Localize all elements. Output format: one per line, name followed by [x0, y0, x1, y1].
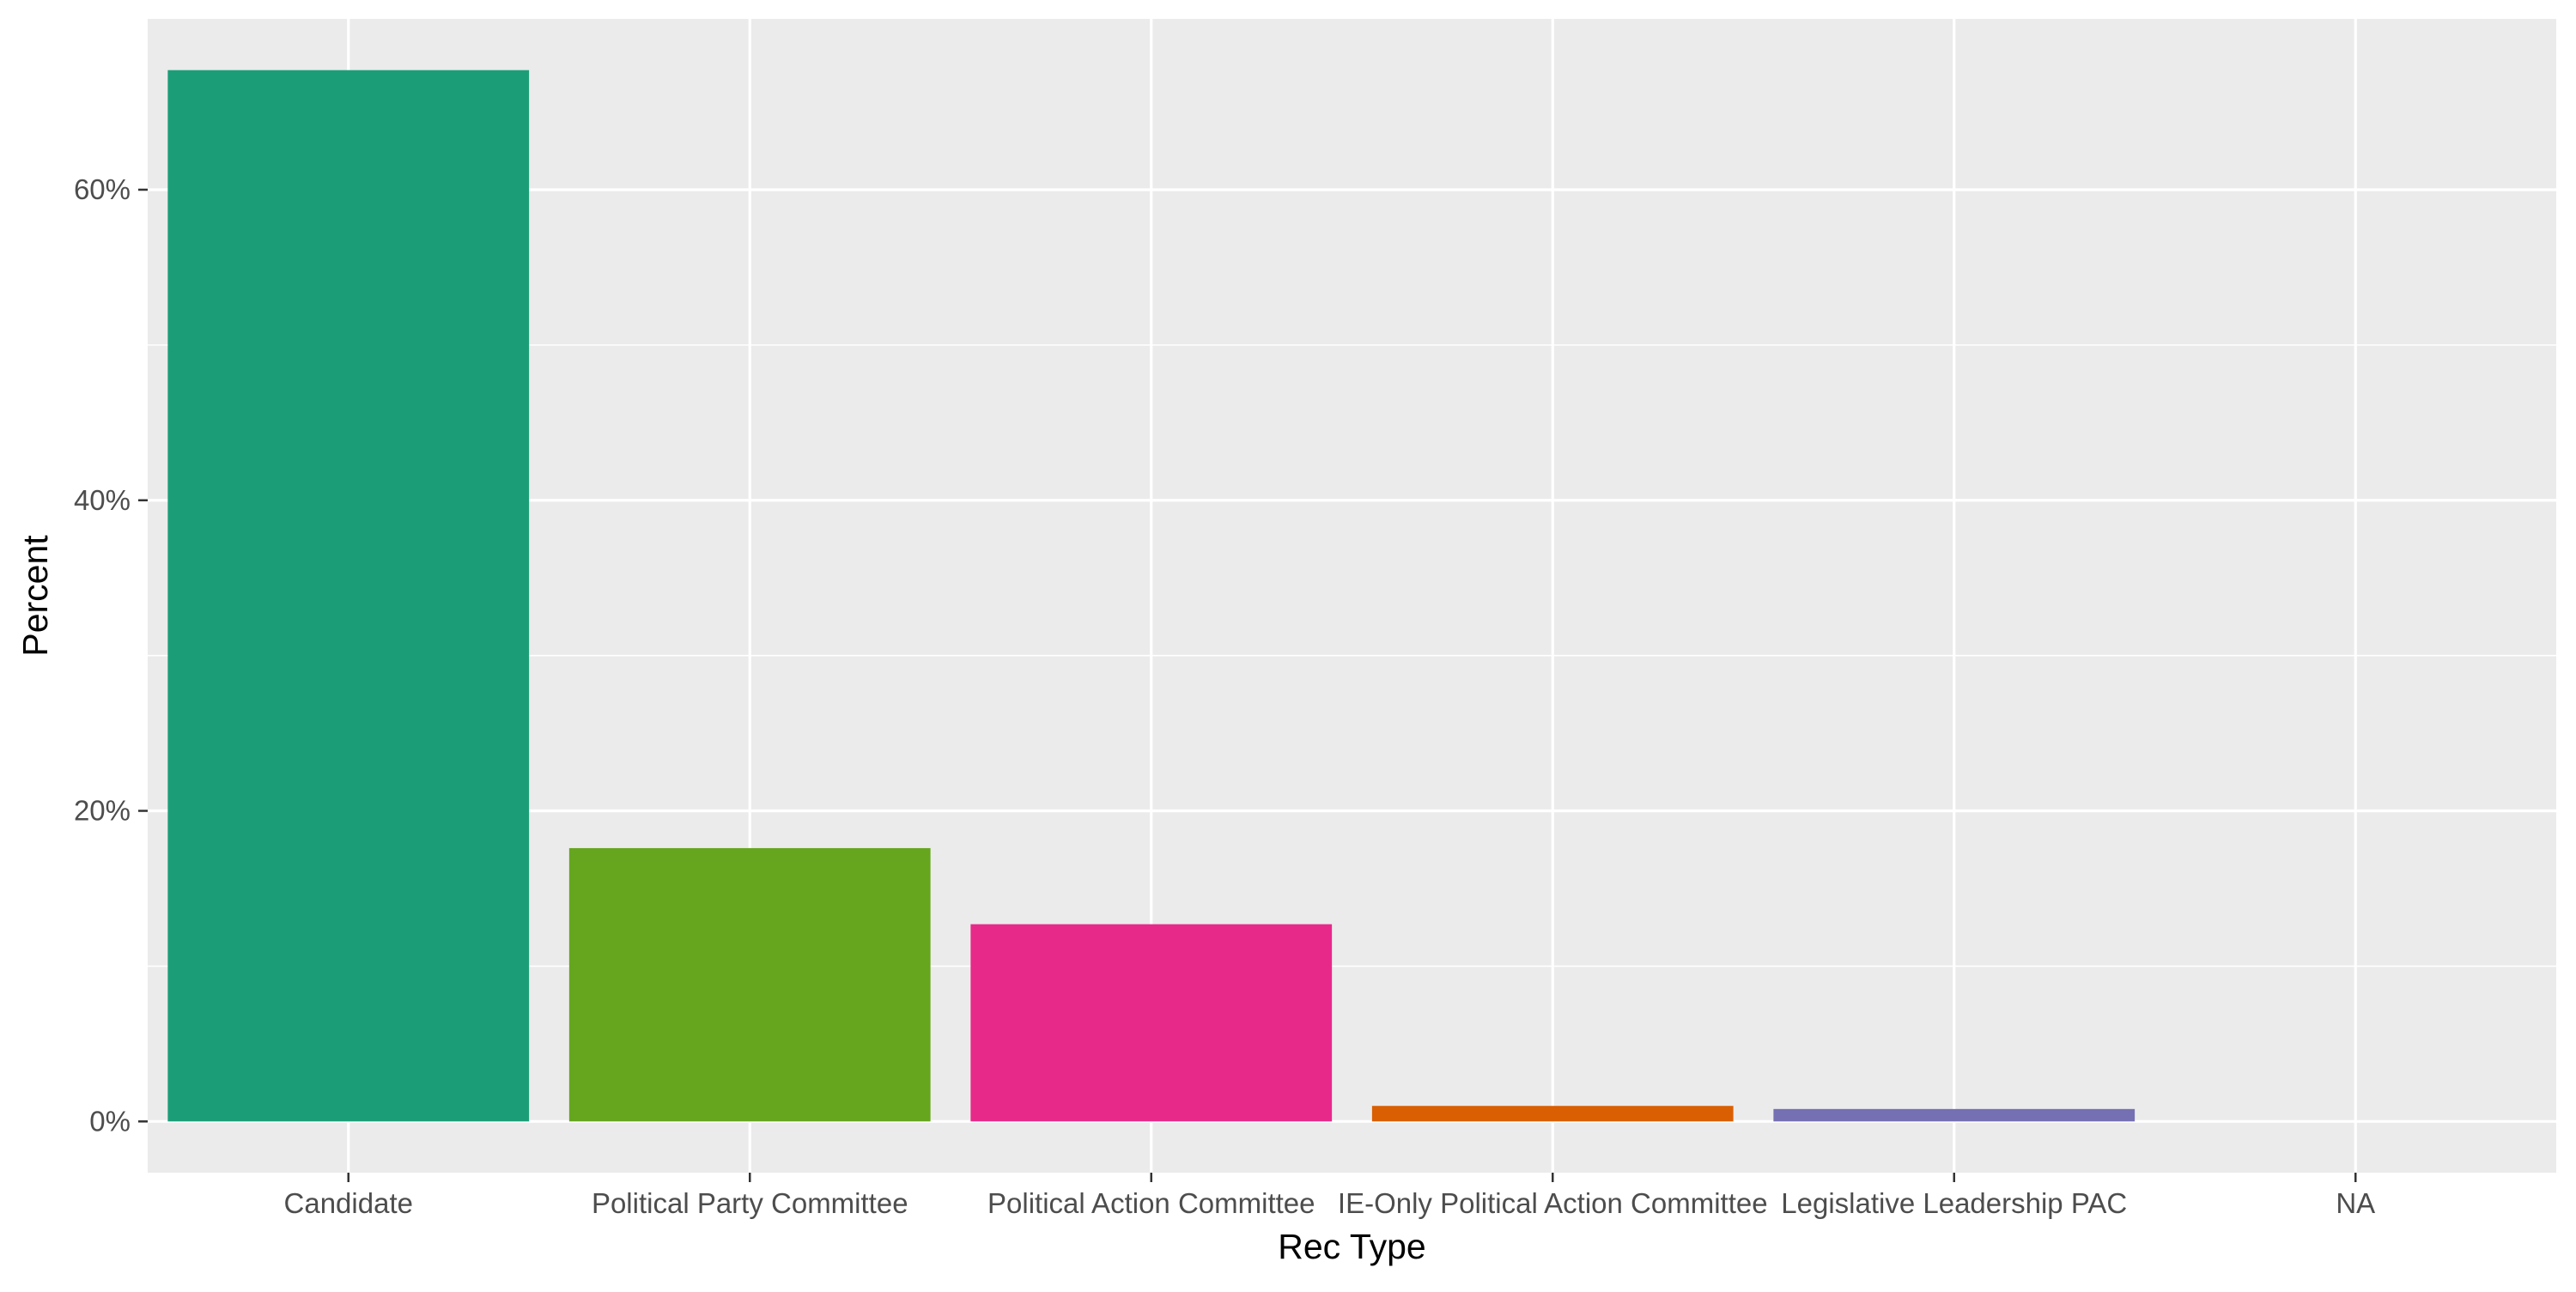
y-tick-label: 60% [74, 173, 131, 205]
y-axis-title: Percent [15, 535, 55, 657]
x-tick-label: NA [2336, 1187, 2375, 1219]
bar-political-action-committee [970, 924, 1333, 1122]
x-tick-label: Candidate [284, 1187, 413, 1219]
y-tick-label: 0% [89, 1105, 131, 1137]
bar-legislative-leadership-pac [1773, 1108, 2136, 1122]
y-tick-label: 20% [74, 795, 131, 827]
x-tick-label: IE-Only Political Action Committee [1338, 1187, 1768, 1219]
y-axis: 0% 20% 40% 60% [74, 173, 148, 1137]
bars-group [167, 70, 2136, 1122]
bar-ie-only-political-action-committee [1371, 1106, 1734, 1122]
bar-political-party-committee [568, 847, 931, 1122]
x-tick-label: Political Action Committee [987, 1187, 1315, 1219]
x-tick-label: Political Party Committee [592, 1187, 908, 1219]
bar-candidate [167, 70, 530, 1122]
x-tick-label: Legislative Leadership PAC [1781, 1187, 2127, 1219]
x-axis: Candidate Political Party Committee Politi… [284, 1173, 2375, 1219]
minor-gridlines [148, 344, 2556, 967]
y-tick-label: 40% [74, 484, 131, 516]
plot-panel [148, 19, 2556, 1173]
x-axis-title: Rec Type [1278, 1227, 1425, 1266]
